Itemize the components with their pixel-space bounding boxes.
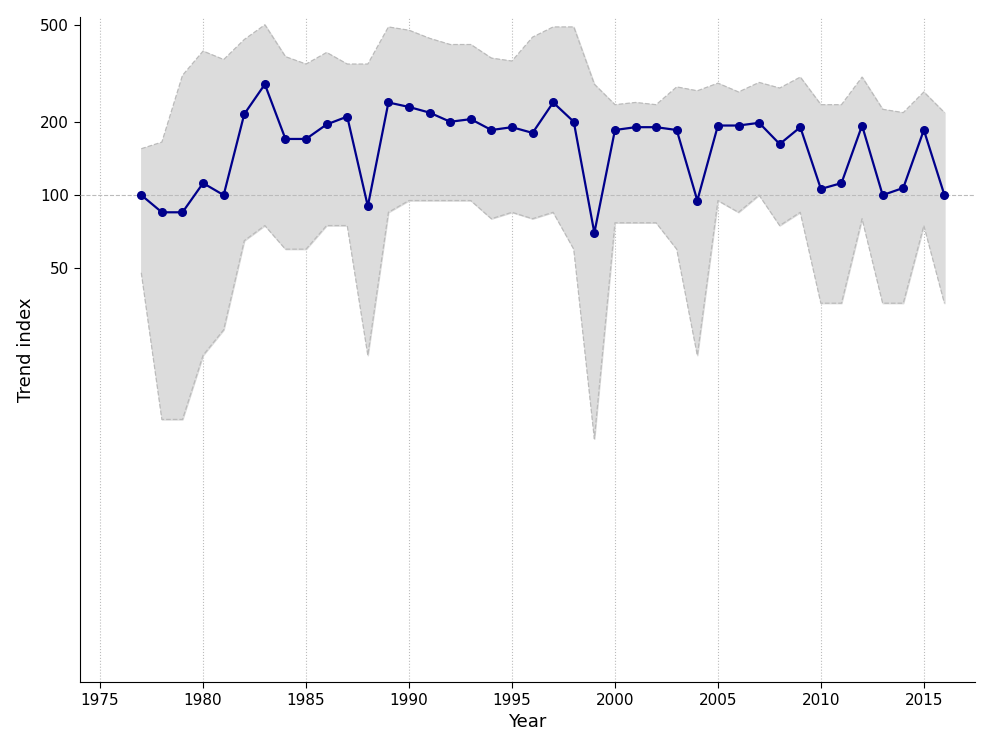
Y-axis label: Trend index: Trend index	[17, 297, 35, 402]
X-axis label: Year: Year	[508, 714, 547, 732]
